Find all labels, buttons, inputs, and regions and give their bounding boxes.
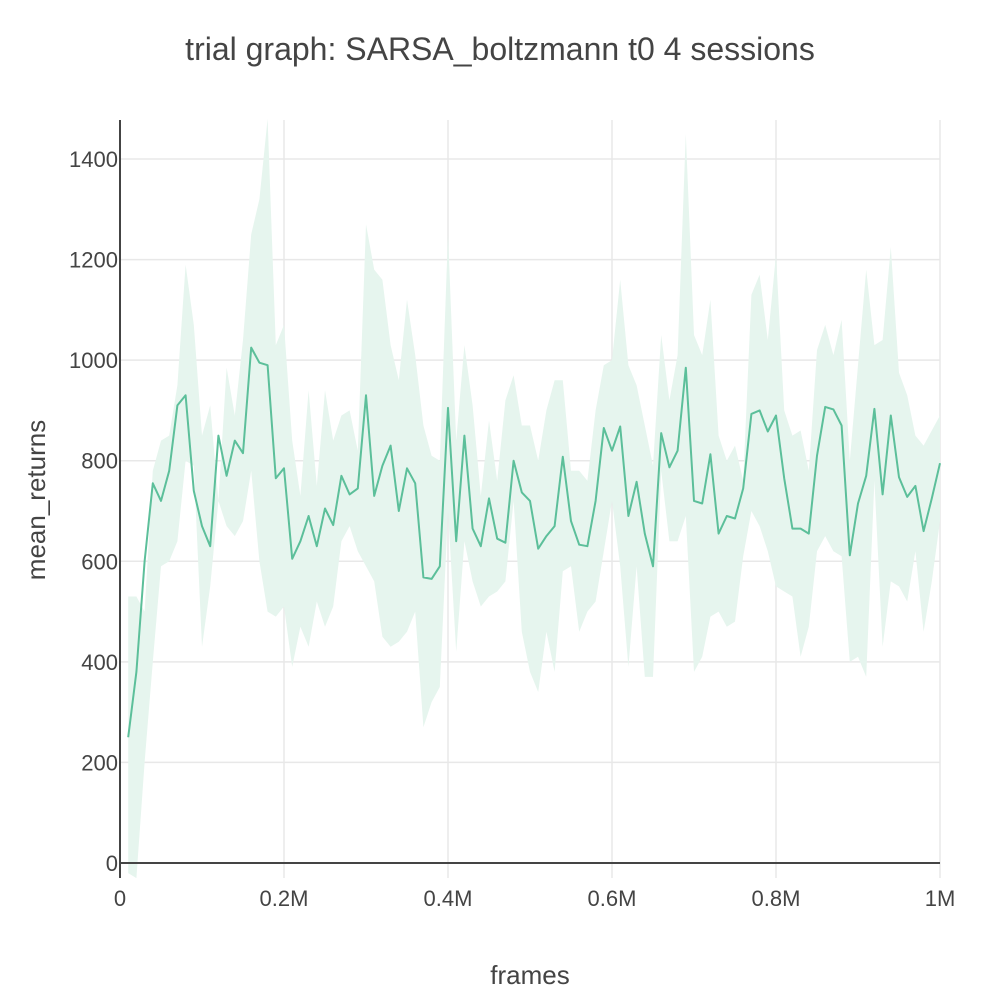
x-tick-label: 1M <box>925 886 956 911</box>
y-tick-label: 1400 <box>69 147 118 172</box>
x-tick-label: 0.2M <box>260 886 309 911</box>
series-line <box>127 346 941 738</box>
x-tick-label: 0 <box>114 886 126 911</box>
x-tick-label: 0.8M <box>752 886 801 911</box>
band-layer <box>128 118 940 879</box>
y-tick-label: 1200 <box>69 248 118 273</box>
line-layer <box>127 346 941 738</box>
y-tick-label: 400 <box>81 650 118 675</box>
y-tick-label: 200 <box>81 750 118 775</box>
series-error-band <box>128 118 940 879</box>
x-tick-label: 0.6M <box>588 886 637 911</box>
y-axis-title: mean_returns <box>21 420 51 580</box>
x-axis-title: frames <box>490 960 569 990</box>
y-tick-label: 0 <box>106 851 118 876</box>
tick-layer: 0 0.2M 0.4M 0.6M 0.8M 1M 0 200 400 600 800 1000 1200… <box>69 147 955 911</box>
y-tick-label: 800 <box>81 449 118 474</box>
chart-title: trial graph: SARSA_boltzmann t0 4 sessio… <box>185 31 815 67</box>
y-tick-label: 1000 <box>69 348 118 373</box>
x-tick-label: 0.4M <box>424 886 473 911</box>
axis-layer <box>119 120 940 878</box>
y-tick-label: 600 <box>81 549 118 574</box>
